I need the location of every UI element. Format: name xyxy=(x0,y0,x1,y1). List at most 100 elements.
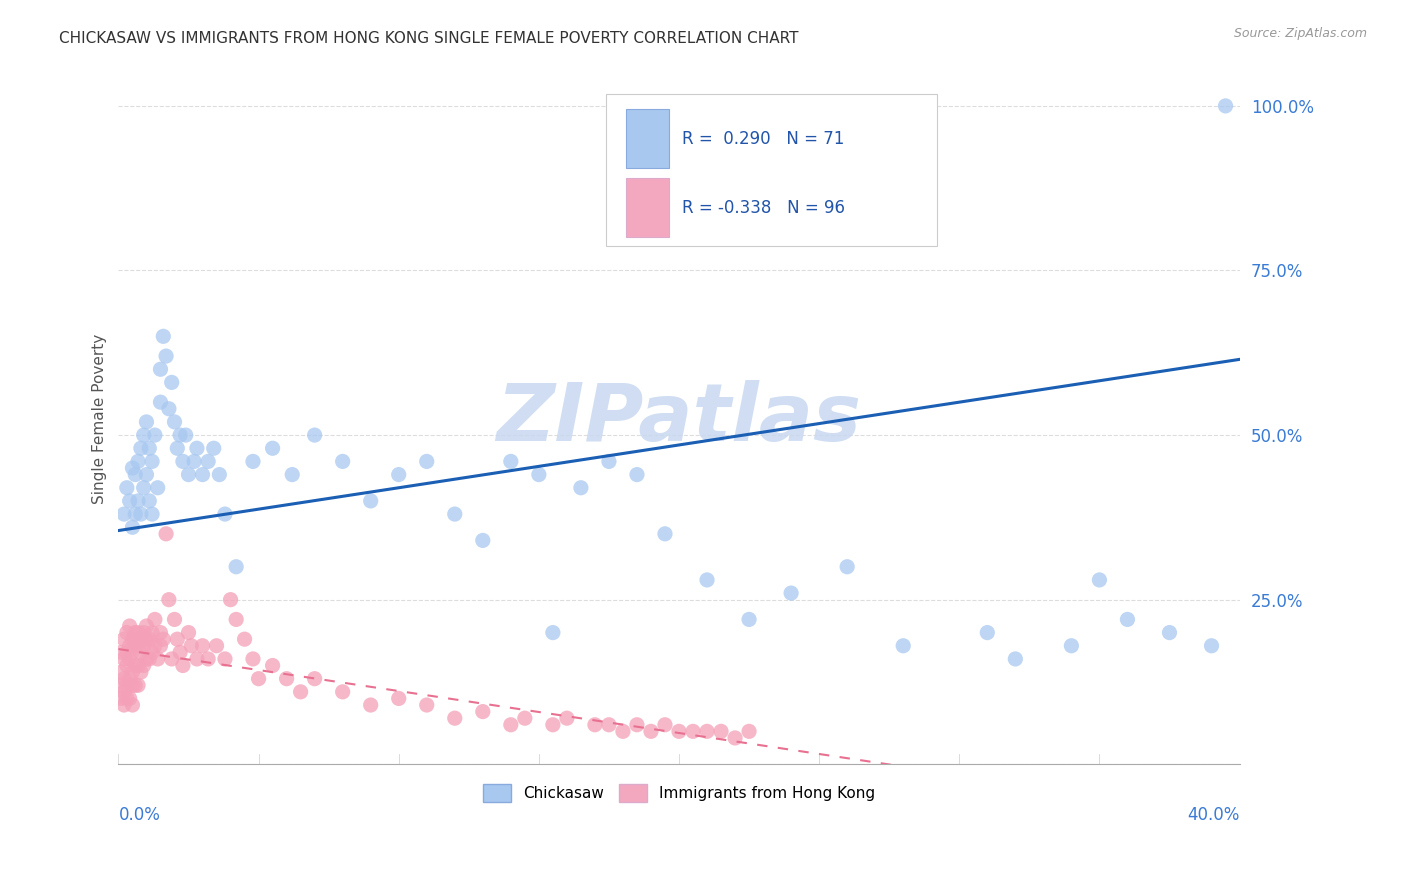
Text: 0.0%: 0.0% xyxy=(118,805,160,823)
Point xyxy=(132,428,155,442)
Point xyxy=(127,494,149,508)
Point xyxy=(668,724,690,739)
Point xyxy=(127,658,149,673)
Point xyxy=(499,454,522,468)
Point xyxy=(654,526,676,541)
Bar xyxy=(606,94,936,246)
Point xyxy=(143,428,166,442)
Point xyxy=(1201,639,1223,653)
Point xyxy=(169,428,191,442)
Point xyxy=(166,632,188,647)
Point xyxy=(527,467,550,482)
Point xyxy=(112,632,135,647)
Point xyxy=(738,612,761,626)
Point xyxy=(135,415,157,429)
Point xyxy=(121,520,143,534)
Point xyxy=(118,639,141,653)
Point xyxy=(262,658,284,673)
Point xyxy=(112,685,135,699)
Point xyxy=(569,481,592,495)
Point xyxy=(541,625,564,640)
Point xyxy=(138,442,160,456)
Point xyxy=(416,454,439,468)
Point xyxy=(1215,99,1237,113)
Point xyxy=(169,645,191,659)
Point xyxy=(155,349,177,363)
Point xyxy=(124,658,146,673)
Point xyxy=(141,507,163,521)
Point xyxy=(682,724,704,739)
Point xyxy=(191,467,214,482)
Point xyxy=(138,494,160,508)
Point xyxy=(152,329,174,343)
Point xyxy=(612,724,634,739)
Point xyxy=(112,652,135,666)
Point xyxy=(1159,625,1181,640)
Text: ZIPatlas: ZIPatlas xyxy=(496,380,862,458)
Point xyxy=(555,711,578,725)
Point xyxy=(135,632,157,647)
Point xyxy=(115,691,138,706)
Point xyxy=(191,639,214,653)
Point xyxy=(129,632,152,647)
Point xyxy=(214,507,236,521)
Point xyxy=(583,718,606,732)
Point xyxy=(132,481,155,495)
Point xyxy=(129,442,152,456)
Point xyxy=(132,625,155,640)
Y-axis label: Single Female Poverty: Single Female Poverty xyxy=(93,334,107,504)
Point xyxy=(1060,639,1083,653)
Text: R =  0.290   N = 71: R = 0.290 N = 71 xyxy=(682,129,845,148)
Text: R = -0.338   N = 96: R = -0.338 N = 96 xyxy=(682,199,845,217)
Point xyxy=(110,678,132,692)
Point xyxy=(160,652,183,666)
Legend: Chickasaw, Immigrants from Hong Kong: Chickasaw, Immigrants from Hong Kong xyxy=(477,778,882,808)
Point xyxy=(247,672,270,686)
Point xyxy=(443,507,465,521)
Point xyxy=(205,639,228,653)
Point xyxy=(276,672,298,686)
Point xyxy=(149,639,172,653)
Point xyxy=(112,698,135,712)
Point xyxy=(499,718,522,732)
Point xyxy=(124,507,146,521)
Point xyxy=(163,415,186,429)
Point xyxy=(112,507,135,521)
Point xyxy=(118,691,141,706)
Point xyxy=(443,711,465,725)
Point xyxy=(135,467,157,482)
Point xyxy=(132,639,155,653)
Point xyxy=(471,533,494,548)
Point xyxy=(471,705,494,719)
Point xyxy=(281,467,304,482)
Point xyxy=(118,619,141,633)
Point xyxy=(174,428,197,442)
Point xyxy=(1004,652,1026,666)
Point xyxy=(388,467,411,482)
Point xyxy=(242,652,264,666)
Point xyxy=(110,645,132,659)
Point xyxy=(124,467,146,482)
Point xyxy=(141,454,163,468)
Point xyxy=(166,442,188,456)
Point xyxy=(1116,612,1139,626)
Text: Source: ZipAtlas.com: Source: ZipAtlas.com xyxy=(1233,27,1367,40)
Point xyxy=(710,724,733,739)
Point xyxy=(626,467,648,482)
Point xyxy=(110,665,132,679)
Point xyxy=(197,454,219,468)
Point xyxy=(640,724,662,739)
Point xyxy=(360,494,382,508)
Point xyxy=(197,652,219,666)
Text: 40.0%: 40.0% xyxy=(1187,805,1240,823)
Point xyxy=(598,454,620,468)
Point xyxy=(129,507,152,521)
Point xyxy=(172,658,194,673)
Point xyxy=(115,658,138,673)
Point xyxy=(183,454,205,468)
Point xyxy=(332,685,354,699)
Point xyxy=(180,639,202,653)
Point xyxy=(149,362,172,376)
Point xyxy=(388,691,411,706)
Point xyxy=(127,639,149,653)
